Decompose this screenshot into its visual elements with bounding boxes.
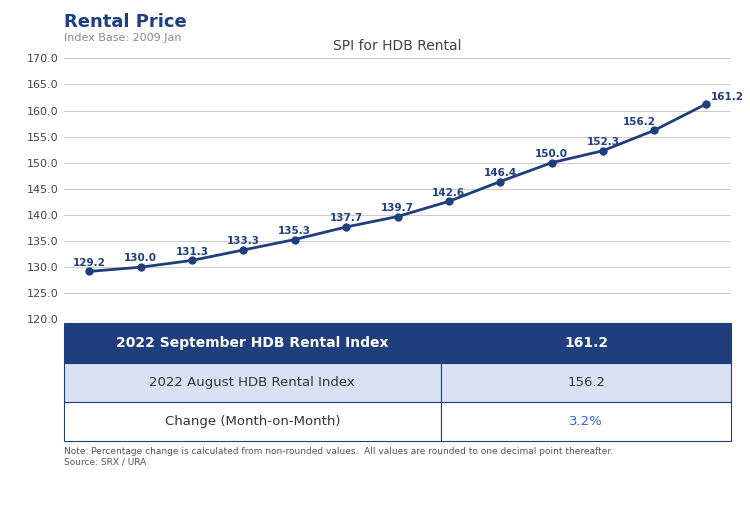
Text: 156.2: 156.2	[622, 117, 656, 127]
Text: 135.3: 135.3	[278, 226, 311, 236]
Text: 129.2: 129.2	[73, 258, 106, 268]
Text: 130.0: 130.0	[124, 254, 158, 264]
Text: 146.4: 146.4	[484, 168, 517, 178]
Text: Note: Percentage change is calculated from non-rounded values.  All values are r: Note: Percentage change is calculated fr…	[64, 447, 613, 456]
Text: 2022 August HDB Rental Index: 2022 August HDB Rental Index	[149, 376, 356, 389]
Text: 142.6: 142.6	[432, 188, 466, 198]
Text: Change (Month-on-Month): Change (Month-on-Month)	[164, 415, 340, 428]
Text: Source: SRX / URA: Source: SRX / URA	[64, 457, 146, 466]
Text: 152.3: 152.3	[586, 137, 620, 147]
Text: 161.2: 161.2	[564, 336, 608, 350]
Text: Index Base: 2009 Jan: Index Base: 2009 Jan	[64, 33, 182, 43]
Text: SPI for HDB Rental: SPI for HDB Rental	[333, 39, 462, 53]
Text: 3.2%: 3.2%	[569, 415, 603, 428]
Text: 131.3: 131.3	[176, 247, 208, 257]
Text: 139.7: 139.7	[381, 203, 414, 213]
Text: 133.3: 133.3	[227, 236, 260, 246]
Text: Rental Price: Rental Price	[64, 13, 187, 31]
Text: 2022 September HDB Rental Index: 2022 September HDB Rental Index	[116, 336, 388, 350]
Text: 137.7: 137.7	[329, 213, 363, 223]
Text: 150.0: 150.0	[535, 149, 568, 159]
Text: 161.2: 161.2	[711, 92, 744, 101]
Text: 156.2: 156.2	[567, 376, 605, 389]
